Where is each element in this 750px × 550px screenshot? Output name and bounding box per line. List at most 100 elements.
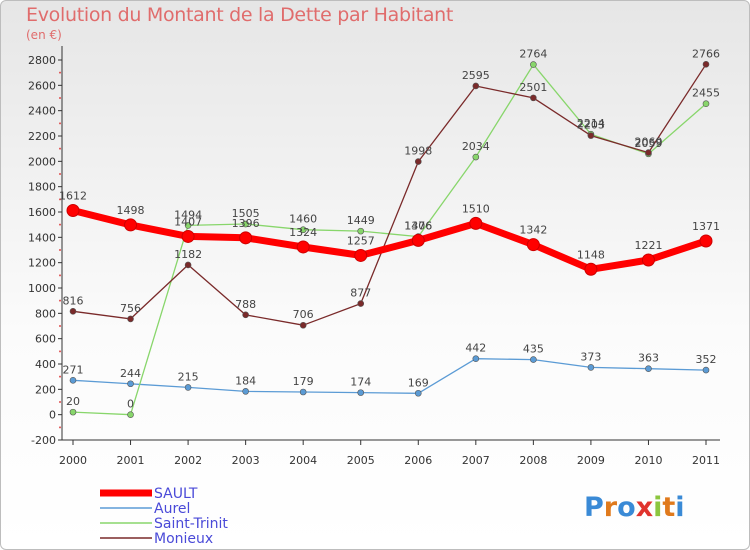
data-point-saint-trinit: [69, 408, 77, 416]
y-minor-tick: [59, 249, 61, 251]
data-label-monieux: 1182: [174, 248, 202, 261]
data-label-sault: 1371: [692, 220, 720, 233]
logo-letter: i: [653, 492, 662, 523]
legend-label-sault: SAULT: [154, 486, 198, 502]
y-tick-label: 1800: [28, 181, 56, 194]
data-label-monieux: 816: [63, 294, 84, 307]
data-label-sault: 1510: [462, 202, 490, 215]
y-tick-label: 200: [35, 383, 56, 396]
x-tick-label: 2002: [174, 454, 202, 467]
chart-title: Evolution du Montant de la Dette par Hab…: [26, 4, 454, 26]
data-point-monieux: [69, 308, 77, 315]
y-minor-tick: [59, 173, 61, 175]
data-label-sault: 1498: [117, 204, 145, 217]
y-tick-label: 1000: [28, 282, 56, 295]
axes: -200020040060080010001200140016001800200…: [28, 46, 720, 467]
data-label-monieux: 2203: [577, 119, 605, 132]
data-label-aurel: 215: [178, 370, 199, 383]
data-point-aurel: [299, 388, 307, 396]
y-minor-tick: [59, 426, 61, 429]
data-point-sault: [296, 240, 310, 254]
x-tick-label: 2000: [59, 454, 87, 467]
y-minor-tick: [59, 274, 61, 277]
data-point-monieux: [530, 94, 537, 102]
data-label-saint-trinit: 1406: [404, 220, 432, 233]
x-tick-label: 2001: [117, 454, 145, 467]
data-label-aurel: 442: [465, 342, 486, 355]
data-point-aurel: [242, 388, 249, 395]
y-tick-label: 2600: [28, 79, 56, 92]
data-point-aurel: [587, 364, 595, 371]
data-label-monieux: 877: [350, 287, 371, 300]
data-label-aurel: 179: [293, 375, 314, 388]
data-labels: 271 244 215 184 179 174 169 442 435 373 363 352 20 0 1…: [59, 47, 720, 410]
data-point-monieux: [299, 321, 307, 329]
data-point-saint-trinit: [127, 411, 134, 418]
x-tick-label: 2003: [232, 454, 260, 467]
data-label-monieux: 2069: [634, 136, 662, 149]
data-label-saint-trinit: 2214: [577, 117, 605, 130]
y-tick-label: -200: [31, 434, 56, 447]
data-point-saint-trinit: [472, 153, 480, 161]
data-label-aurel: 184: [235, 374, 256, 387]
data-point-sault: [699, 234, 713, 248]
data-point-sault: [66, 203, 80, 217]
y-tick-label: 1600: [28, 206, 56, 219]
data-label-saint-trinit: 2455: [692, 87, 720, 100]
data-point-monieux: [702, 61, 710, 68]
data-point-aurel: [530, 356, 537, 363]
logo-letter: x: [636, 492, 653, 523]
series-layer: [66, 61, 713, 418]
data-point-monieux: [184, 261, 192, 269]
x-tick-label: 2009: [577, 454, 605, 467]
series-line-sault: [69, 207, 710, 273]
data-label-saint-trinit: 1505: [232, 207, 260, 220]
y-minor-tick: [59, 223, 61, 226]
y-minor-tick: [59, 71, 61, 74]
data-point-sault: [181, 229, 195, 243]
data-point-saint-trinit: [299, 226, 307, 234]
data-label-aurel: 271: [63, 363, 84, 376]
data-label-aurel: 352: [696, 353, 717, 366]
logo-letter: t: [662, 492, 675, 523]
data-point-sault: [469, 216, 483, 230]
y-minor-tick: [59, 198, 61, 201]
data-label-saint-trinit: 1449: [347, 214, 375, 227]
data-point-monieux: [472, 82, 480, 90]
y-minor-tick: [59, 350, 61, 353]
data-point-saint-trinit: [357, 227, 365, 235]
series-line-monieux: [72, 63, 707, 326]
data-label-sault: 1396: [232, 217, 260, 230]
data-label-saint-trinit: 1494: [174, 208, 202, 221]
y-tick-label: 1200: [28, 257, 56, 270]
data-label-sault: 1612: [59, 189, 87, 202]
data-point-aurel: [357, 389, 365, 396]
data-label-monieux: 706: [293, 308, 314, 321]
x-tick-label: 2007: [462, 454, 490, 467]
data-label-sault: 1342: [519, 224, 547, 237]
data-point-aurel: [184, 384, 192, 391]
data-label-saint-trinit: 2059: [634, 137, 662, 150]
y-tick-label: 2400: [28, 105, 56, 118]
data-label-monieux: 1998: [404, 145, 432, 158]
data-label-aurel: 373: [580, 350, 601, 363]
data-point-aurel: [414, 389, 422, 397]
data-point-saint-trinit: [184, 222, 192, 229]
data-label-sault: 1376: [404, 219, 432, 232]
data-point-saint-trinit: [242, 220, 249, 228]
x-tick-label: 2010: [634, 454, 662, 467]
logo-letter: i: [675, 492, 684, 523]
data-point-monieux: [645, 149, 652, 156]
legend-label-monieux: Monieux: [154, 531, 213, 547]
data-point-sault: [584, 262, 598, 276]
y-minor-tick: [59, 97, 61, 99]
legend-label-saint-trinit: Saint-Trinit: [154, 516, 228, 532]
data-label-sault: 1221: [634, 239, 662, 252]
data-label-sault: 1407: [174, 215, 202, 228]
y-tick-label: 1400: [28, 231, 56, 244]
x-tick-label: 2004: [289, 454, 317, 467]
data-label-saint-trinit: 1460: [289, 213, 317, 226]
